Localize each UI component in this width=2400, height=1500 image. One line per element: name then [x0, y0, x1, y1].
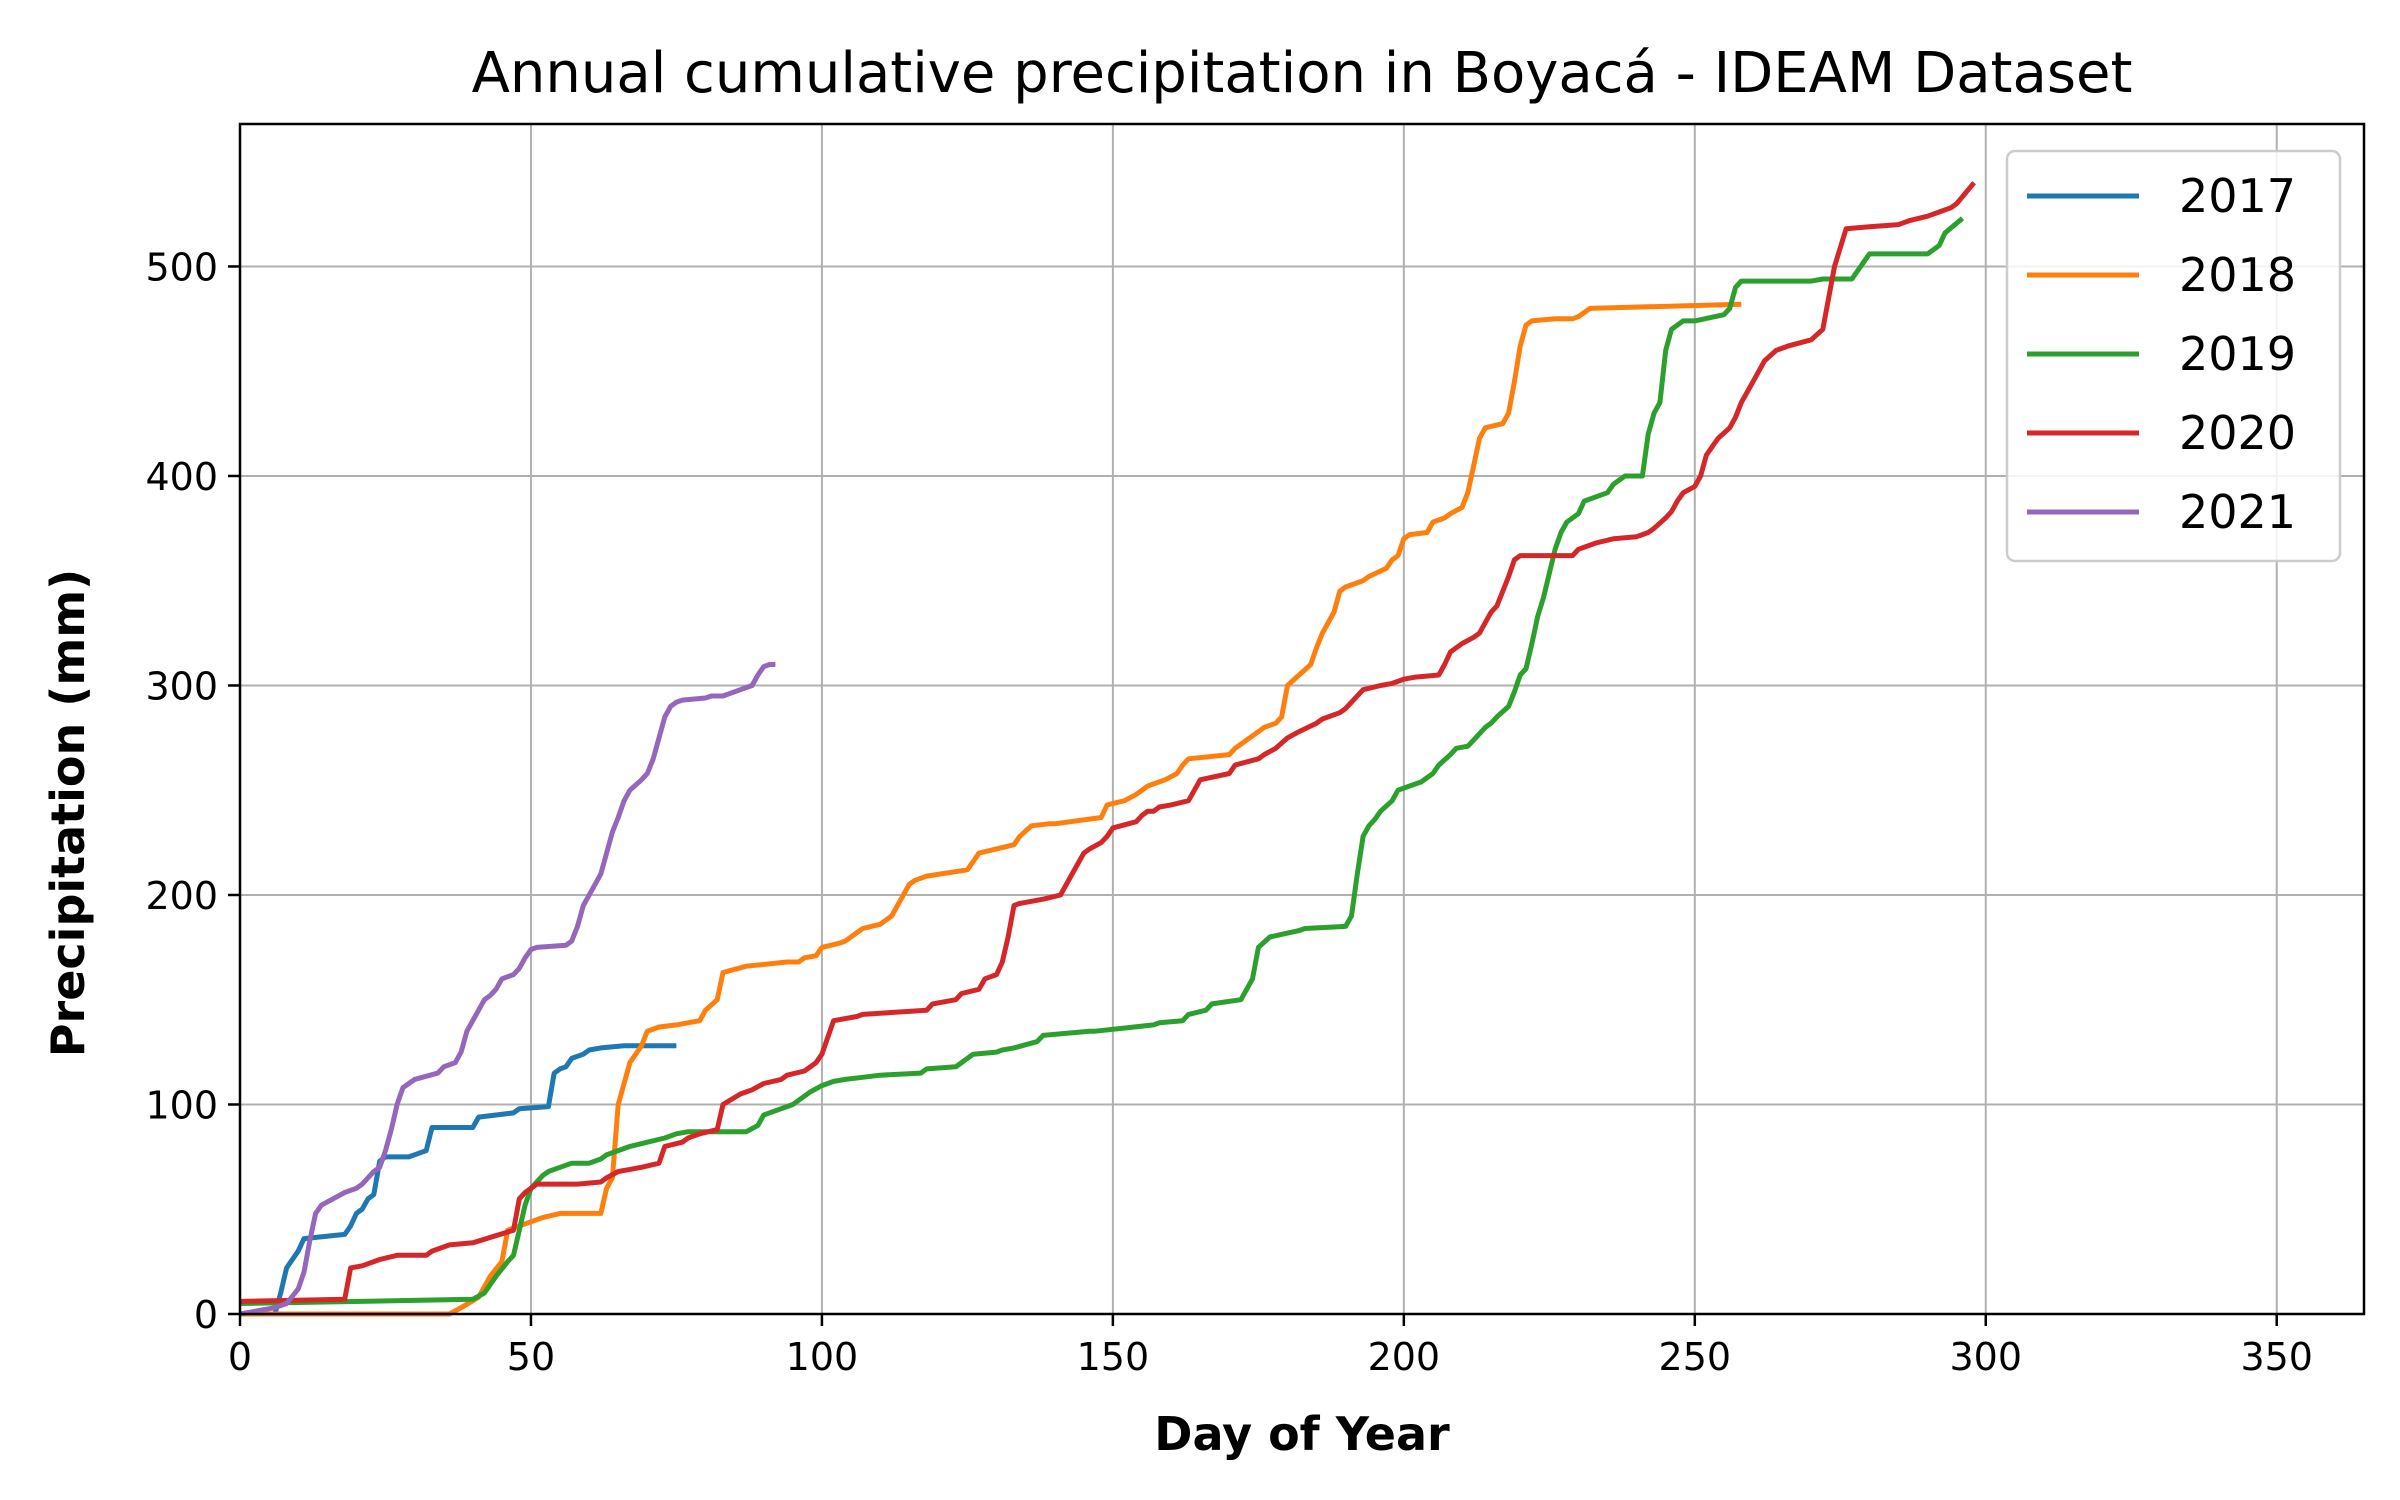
y-tick-label: 500 — [145, 245, 218, 289]
legend-label-2017: 2017 — [2179, 169, 2296, 223]
series-line-2021 — [239, 662, 776, 1317]
legend-label-2021: 2021 — [2179, 485, 2296, 539]
x-axis-label: Day of Year — [1154, 1407, 1450, 1461]
axis-ticks: 0 50 100 150 200 250 300 350 0 100 200 300 400 500 — [145, 245, 2313, 1379]
y-tick-label: 400 — [145, 455, 218, 499]
y-tick-label: 200 — [145, 874, 218, 918]
x-tick-label: 300 — [1949, 1335, 2022, 1379]
x-tick-label: 50 — [507, 1335, 555, 1379]
plot-area — [239, 181, 1977, 1317]
x-tick-label: 350 — [2240, 1335, 2313, 1379]
series-line-2020 — [239, 181, 1977, 1304]
legend-box — [2005, 149, 2342, 563]
series-line-2019 — [239, 216, 1965, 1306]
chart-title: Annual cumulative precipitation in Boyac… — [472, 41, 2133, 106]
legend: 2017 2018 2019 2020 2021 — [2005, 149, 2342, 563]
legend-label-2020: 2020 — [2179, 406, 2296, 460]
x-tick-label: 100 — [786, 1335, 859, 1379]
x-tick-label: 200 — [1368, 1335, 1441, 1379]
y-tick-label: 100 — [145, 1083, 218, 1127]
legend-label-2018: 2018 — [2179, 248, 2296, 302]
plot-frame — [238, 122, 2366, 1316]
x-tick-label: 0 — [228, 1335, 252, 1379]
x-tick-label: 250 — [1659, 1335, 1732, 1379]
y-tick-label: 0 — [194, 1293, 218, 1337]
x-tick-label: 150 — [1077, 1335, 1150, 1379]
series-line-2018 — [240, 301, 1742, 1317]
legend-label-2019: 2019 — [2179, 327, 2296, 381]
y-axis-label: Precipitation (mm) — [41, 569, 95, 1057]
y-tick-label: 300 — [145, 664, 218, 708]
